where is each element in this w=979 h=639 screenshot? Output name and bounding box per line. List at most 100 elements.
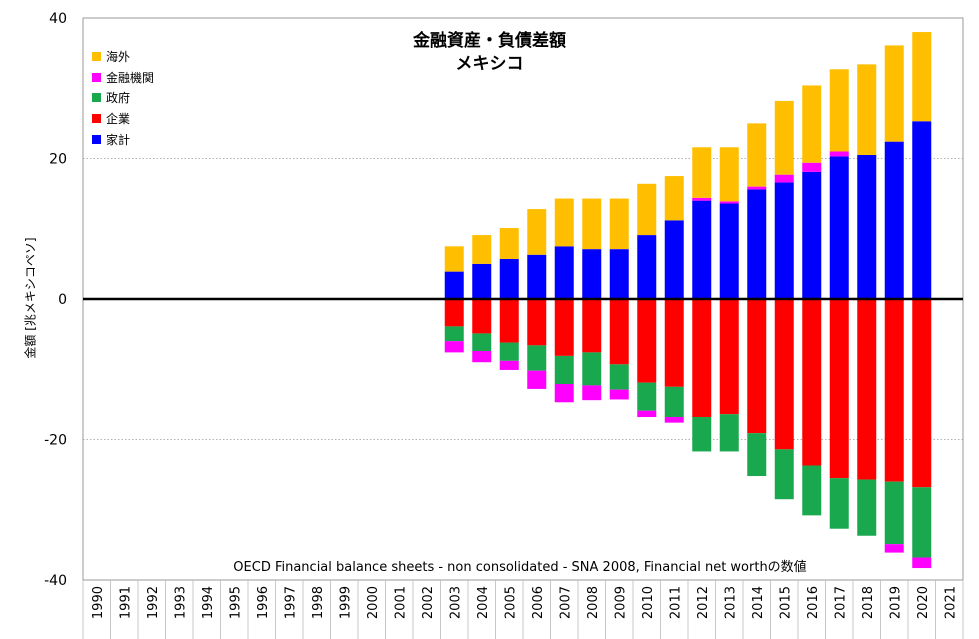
legend: 海外金融機関政府企業家計 <box>92 46 154 150</box>
bar-segment <box>472 235 492 264</box>
bar-segment <box>444 299 464 327</box>
bar-segment <box>609 249 629 299</box>
x-tick-label: 1992 <box>146 586 161 619</box>
bar-segment <box>719 201 739 204</box>
x-tick-label: 1990 <box>91 586 106 619</box>
bar-segment <box>554 384 574 403</box>
x-tick-label: 2021 <box>943 586 958 619</box>
bar-segment <box>884 481 904 545</box>
legend-item: 海外 <box>92 46 154 67</box>
bar-segment <box>774 100 794 175</box>
x-tick-label: 1994 <box>201 586 216 619</box>
bar-segment <box>912 557 932 569</box>
bar-segment <box>802 171 822 299</box>
x-tick-label: 2019 <box>888 586 903 619</box>
bar-segment <box>527 345 547 371</box>
x-tick-label: 2011 <box>668 586 683 619</box>
bar-segment <box>719 203 739 299</box>
x-tick-label: 2000 <box>366 586 381 619</box>
y-tick-label: 40 <box>49 11 67 27</box>
x-tick-label: 1999 <box>338 586 353 619</box>
legend-item: 企業 <box>92 108 154 129</box>
bar-segment <box>747 433 767 477</box>
bar-segment <box>444 341 464 353</box>
x-tick-label: 2018 <box>861 586 876 619</box>
bar-segment <box>609 299 629 365</box>
bar-segment <box>609 389 629 400</box>
bar-segment <box>472 333 492 351</box>
bar-segment <box>554 246 574 299</box>
legend-item: 金融機関 <box>92 67 154 88</box>
bar-segment <box>499 360 519 370</box>
bar-segment <box>774 449 794 500</box>
x-tick-label: 2006 <box>531 586 546 619</box>
bar-segment <box>637 183 657 236</box>
bar-segment <box>692 197 712 201</box>
x-tick-label: 2017 <box>833 586 848 619</box>
bar-segment <box>692 147 712 198</box>
legend-label: 政府 <box>106 91 131 106</box>
bar-segment <box>802 299 822 466</box>
bar-segment <box>444 246 464 272</box>
x-tick-label: 2007 <box>558 586 573 619</box>
bar-segment <box>499 258 519 299</box>
legend-swatch <box>92 135 101 145</box>
legend-label: 企業 <box>106 112 131 127</box>
y-tick-label: 0 <box>58 292 67 308</box>
bar-segment <box>582 249 602 299</box>
bar-segment <box>829 69 849 152</box>
legend-swatch <box>92 72 101 82</box>
bar-segment <box>829 156 849 299</box>
y-axis-label: 金額 [兆メキシコペソ] <box>23 237 38 359</box>
x-tick-label: 2015 <box>778 586 793 619</box>
bar-segment <box>609 364 629 390</box>
bar-segment <box>747 189 767 299</box>
x-tick-label: 2020 <box>916 586 931 619</box>
chart-subtitle: メキシコ <box>455 54 524 74</box>
bar-segment <box>444 326 464 342</box>
legend-item: 政府 <box>92 88 154 109</box>
bar-segment <box>829 299 849 479</box>
bar-segment <box>912 121 932 299</box>
bar-segment <box>637 382 657 411</box>
y-tick-label: -20 <box>44 433 67 449</box>
bar-segment <box>499 299 519 343</box>
x-tick-label: 2013 <box>723 586 738 619</box>
bar-segment <box>472 299 492 334</box>
bar-segment <box>582 299 602 353</box>
x-tick-label: 1991 <box>118 586 133 619</box>
x-tick-label: 2008 <box>586 586 601 619</box>
bar-segment <box>884 299 904 482</box>
legend-swatch <box>92 114 101 124</box>
bar-segment <box>747 299 767 434</box>
legend-swatch <box>92 51 101 61</box>
bar-segment <box>802 465 822 516</box>
bar-segment <box>664 299 684 387</box>
bar-segment <box>637 235 657 299</box>
bar-segment <box>692 200 712 299</box>
bar-segment <box>774 182 794 299</box>
bar-segment <box>527 209 547 255</box>
bar-segment <box>527 299 547 346</box>
x-tick-label: 2003 <box>448 586 463 619</box>
legend-swatch <box>92 93 101 103</box>
bar-segment <box>857 64 877 155</box>
bar-segment <box>912 299 932 488</box>
x-tick-label: 1996 <box>256 586 271 619</box>
x-tick-label: 1997 <box>283 586 298 619</box>
legend-item: 家計 <box>92 129 154 150</box>
x-tick-label: 2009 <box>613 586 628 619</box>
bar-segment <box>609 198 629 250</box>
bar-segment <box>664 386 684 418</box>
x-tick-label: 1995 <box>228 586 243 619</box>
bar-segment <box>554 198 574 247</box>
legend-label: 金融機関 <box>106 70 155 85</box>
bar-segment <box>719 414 739 452</box>
source-note: OECD Financial balance sheets - non cons… <box>233 560 807 575</box>
bar-segment <box>884 544 904 553</box>
bar-segment <box>884 45 904 142</box>
bar-segment <box>857 299 877 480</box>
bar-segment <box>554 355 574 385</box>
bar-segment <box>829 478 849 529</box>
